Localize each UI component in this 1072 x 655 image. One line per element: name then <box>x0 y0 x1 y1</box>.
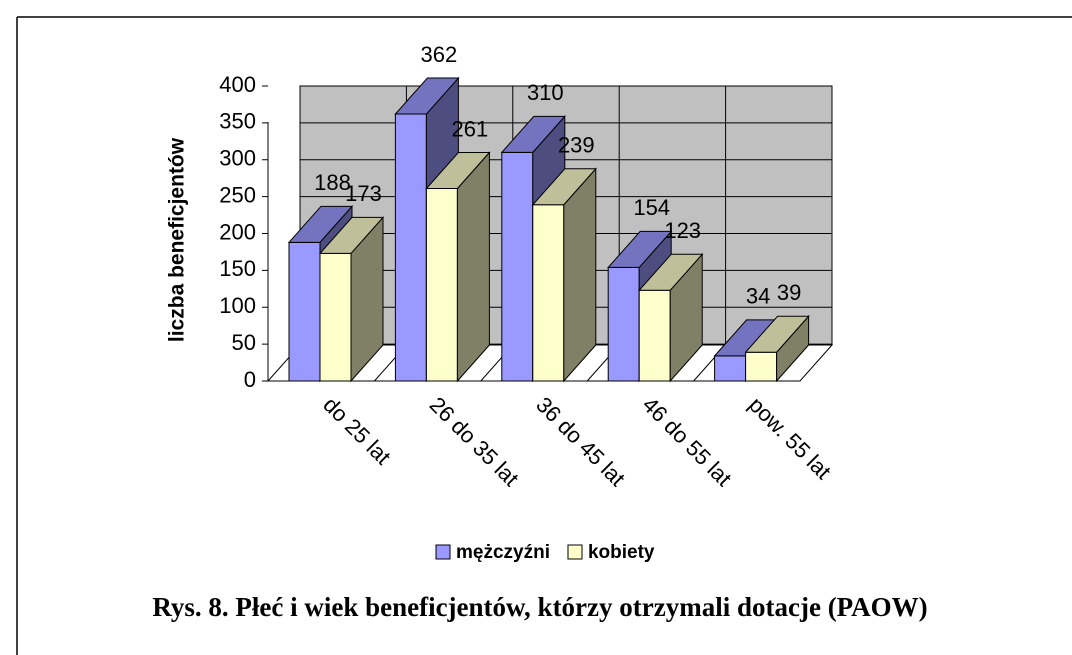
x-tick-label: 46 do 55 lat <box>638 392 737 491</box>
data-label: 39 <box>777 280 801 305</box>
bar <box>531 167 597 383</box>
y-tick-label: 0 <box>244 367 256 392</box>
bar-top <box>425 152 491 190</box>
data-label: 173 <box>345 181 382 206</box>
bar-side <box>456 151 490 383</box>
y-tick-label: 50 <box>232 330 256 355</box>
bar-front <box>532 204 565 382</box>
bar-front <box>394 113 427 382</box>
legend-label: mężczyźni <box>456 542 550 563</box>
bar <box>318 216 385 383</box>
bar-top <box>318 216 385 254</box>
bar-front <box>745 351 778 382</box>
x-tick-label: 26 do 35 lat <box>425 392 524 491</box>
x-tick-label: pow. 55 lat <box>744 392 836 484</box>
bar-front <box>714 355 747 382</box>
y-tick-label: 400 <box>219 72 256 97</box>
y-tick-label: 300 <box>219 146 256 171</box>
bar-front <box>501 151 534 382</box>
y-tick-label: 350 <box>219 109 256 134</box>
bar <box>744 314 810 383</box>
bar-front <box>319 252 352 382</box>
legend-swatch <box>567 544 583 560</box>
bar-top <box>607 230 673 268</box>
bar-top <box>287 205 354 243</box>
y-tick-label: 250 <box>219 182 256 207</box>
bar-top <box>394 77 460 115</box>
x-tick-label: 36 do 45 lat <box>531 392 630 491</box>
data-label: 310 <box>527 80 564 105</box>
bar-top <box>500 115 566 153</box>
x-tick-label: do 25 lat <box>318 392 395 469</box>
caption: Rys. 8. Płeć i wiek beneficjentów, którz… <box>152 592 927 622</box>
bar-top <box>638 253 704 291</box>
y-tick-label: 200 <box>219 219 256 244</box>
y-tick-label: 150 <box>219 256 256 281</box>
data-label: 239 <box>558 133 595 158</box>
bar-front <box>607 266 640 382</box>
legend-swatch <box>435 544 451 560</box>
bar <box>638 252 704 383</box>
data-label: 362 <box>421 42 458 67</box>
bar-front <box>288 241 321 382</box>
data-label: 123 <box>664 218 701 243</box>
bar-front <box>425 188 458 382</box>
bar-front <box>638 289 671 382</box>
data-label: 188 <box>314 170 351 195</box>
bar <box>425 151 491 383</box>
bar-top <box>744 315 810 353</box>
data-label: 34 <box>746 284 770 309</box>
bar-top <box>531 168 597 206</box>
y-tick-label: 100 <box>219 293 256 318</box>
data-label: 154 <box>633 195 670 220</box>
y-axis-label: liczba beneficjentów <box>166 137 189 342</box>
data-label: 261 <box>452 116 489 141</box>
legend-label: kobiety <box>588 542 655 563</box>
bar-side <box>563 167 597 383</box>
